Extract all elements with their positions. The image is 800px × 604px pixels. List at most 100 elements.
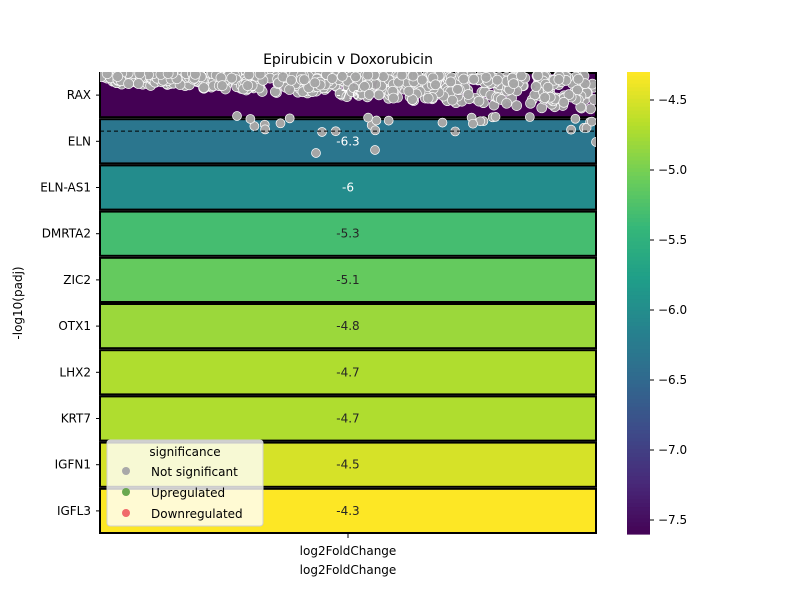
scatter-point: [373, 89, 385, 101]
cell-annotation: -4.7: [336, 365, 359, 379]
scatter-point: [383, 115, 394, 126]
legend-title: significance: [149, 445, 220, 459]
cell-annotation: -5.3: [336, 227, 359, 241]
y-tick-label: ZIC2: [63, 273, 91, 287]
heatmap-cells: [99, 72, 597, 534]
scatter-point: [525, 97, 536, 109]
scatter-point: [591, 137, 596, 147]
legend-label: Downregulated: [151, 507, 243, 521]
scatter-point: [407, 72, 419, 82]
scatter-point: [112, 72, 124, 82]
legend-label: Upregulated: [151, 486, 225, 500]
scatter-point: [524, 112, 535, 122]
heatmap-cell: [99, 210, 597, 257]
scatter-point: [491, 74, 503, 86]
heatmap-cell: [99, 256, 597, 303]
scatter-point: [232, 111, 242, 121]
scatter-point: [430, 79, 441, 91]
scatter-point: [226, 72, 238, 84]
scatter-point: [245, 114, 256, 124]
scatter-point: [326, 73, 338, 84]
scatter-point: [447, 94, 458, 106]
scatter-point: [468, 73, 480, 85]
cell-annotation: -6.3: [336, 134, 359, 148]
y-tick-label: IGFN1: [55, 458, 91, 472]
scatter-point: [362, 72, 374, 81]
cell-annotation: -6: [342, 181, 354, 195]
scatter-point: [133, 78, 144, 89]
scatter-point: [539, 92, 551, 103]
scatter-point: [452, 84, 463, 95]
scatter-point: [162, 72, 174, 79]
scatter-point: [566, 124, 576, 135]
scatter-point: [468, 118, 478, 129]
colorbar-tick-label: −4.5: [658, 93, 687, 107]
x-axis-label: log2FoldChange: [300, 563, 397, 577]
scatter-point: [542, 81, 554, 93]
scatter-point: [530, 81, 542, 92]
scatter-point: [532, 72, 544, 82]
legend-label: Not significant: [151, 465, 238, 479]
scatter-point: [558, 97, 570, 108]
scatter-point: [458, 73, 470, 85]
scatter-point: [445, 76, 457, 88]
scatter-point: [581, 123, 592, 133]
scatter-point: [575, 101, 587, 113]
scatter-point: [134, 72, 146, 79]
scatter-point: [371, 115, 382, 126]
scatter-point: [260, 124, 270, 135]
scatter-point: [473, 95, 485, 107]
heatmap-cell: [99, 164, 597, 211]
scatter-point: [370, 125, 381, 136]
scatter-point: [348, 82, 360, 94]
scatter-point: [511, 100, 523, 111]
scatter-point: [515, 72, 527, 82]
colorbar-tick-label: −7.5: [658, 513, 687, 527]
legend-frame: [106, 439, 264, 527]
colorbar-tick-label: −5.5: [658, 233, 687, 247]
y-tick-label: LHX2: [59, 365, 91, 379]
colorbar-tick-label: −6.0: [658, 303, 687, 317]
y-tick-label: IGFL3: [57, 504, 91, 518]
y-tick-label: OTX1: [58, 319, 91, 333]
y-tick-labels: RAX ELN ELN-AS1 DMRTA2 ZIC2 OTX1 LHX2 KRT7 IGFN1…: [40, 88, 349, 538]
scatter-point: [350, 72, 361, 83]
scatter-point: [275, 118, 286, 129]
colorbar: −7.5 −7.0 −6.5 −6.0 −5.5 −5.0 −4.5: [627, 72, 687, 535]
cell-annotations: -7.6 -6.3 -6 -5.3 -5.1 -4.8 -4.7 -4.7 -4.5 -4.3: [100, 88, 596, 518]
scatter-point: [422, 92, 434, 104]
scatter-overlay: [100, 72, 596, 158]
scatter-point: [378, 72, 389, 82]
scatter-point: [216, 80, 228, 92]
cell-annotation: -4.3: [336, 504, 359, 518]
legend-marker: [122, 509, 130, 517]
scatter-point: [370, 145, 380, 155]
scatter-point: [508, 78, 520, 89]
scatter-point: [572, 73, 584, 85]
chart-title: Epirubicin v Doxorubicin: [263, 52, 433, 68]
scatter-point: [570, 113, 581, 124]
scatter-point: [189, 72, 201, 80]
y-tick-label: ELN: [68, 134, 91, 148]
scatter-point: [416, 74, 428, 86]
cell-annotation: -4.8: [336, 319, 359, 333]
scatter-point: [363, 89, 375, 100]
scatter-point: [123, 78, 134, 89]
cell-annotation: -4.5: [336, 458, 359, 472]
colorbar-tick-label: −5.0: [658, 163, 687, 177]
scatter-point: [254, 72, 266, 80]
legend: significance Not significant Upregulated Do…: [106, 439, 264, 527]
legend-marker: [122, 488, 130, 496]
scatter-point: [284, 84, 295, 95]
scatter-point: [553, 74, 565, 85]
cell-annotation: -7.6: [336, 88, 359, 102]
legend-marker: [122, 467, 130, 475]
y-tick-label: DMRTA2: [42, 227, 91, 241]
scatter-point: [243, 72, 255, 81]
scatter-point: [363, 112, 373, 123]
scatter-point: [309, 77, 321, 89]
scatter-point: [298, 74, 310, 86]
scatter-point: [388, 92, 399, 104]
